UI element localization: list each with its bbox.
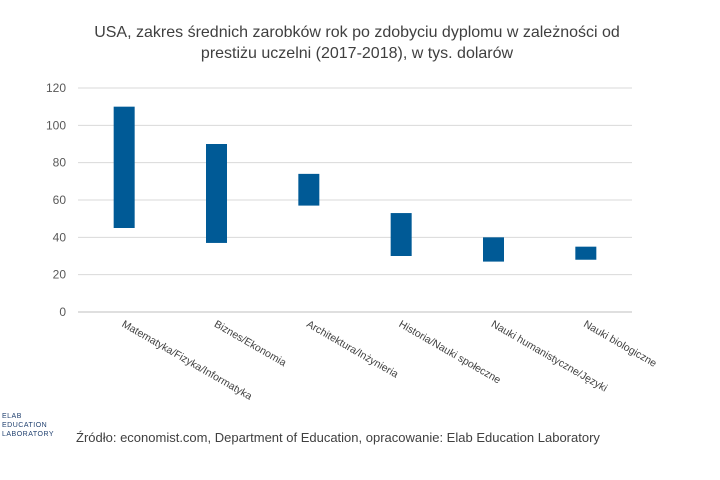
range-bar-4 xyxy=(390,213,412,256)
y-axis-ticks: 0 20 40 60 80 100 120 xyxy=(46,81,66,319)
range-bar-1 xyxy=(113,106,135,228)
chart-title-line-2: prestiżu uczelni (2017-2018), w tys. dol… xyxy=(201,45,514,62)
category-label-4: Historia/Nauki społeczne xyxy=(397,318,503,386)
category-labels: Matematyka/Fizyka/InformatykaBiznes/Ekon… xyxy=(120,318,659,403)
chart-title-line-1: USA, zakres średnich zarobków rok po zdo… xyxy=(94,24,620,41)
logo-line-2: EDUCATION xyxy=(2,422,47,429)
y-tick-label: 0 xyxy=(59,305,66,319)
y-tick-label: 100 xyxy=(46,118,66,132)
range-bar-6 xyxy=(575,246,597,260)
range-bars xyxy=(113,106,597,262)
elab-logo: ELAB EDUCATION LABORATORY xyxy=(2,413,54,438)
range-bar-5 xyxy=(483,237,504,262)
y-tick-label: 20 xyxy=(53,268,67,282)
y-tick-label: 60 xyxy=(53,193,67,207)
range-bar-2 xyxy=(206,144,227,243)
logo-line-3: LABORATORY xyxy=(2,431,54,438)
grid-lines xyxy=(78,87,632,313)
y-tick-label: 120 xyxy=(46,81,66,95)
source-note: Źródło: economist.com, Department of Edu… xyxy=(76,430,600,445)
y-tick-label: 80 xyxy=(53,156,67,170)
y-tick-label: 40 xyxy=(53,230,67,244)
range-bar-3 xyxy=(298,173,320,206)
category-label-2: Biznes/Ekonomia xyxy=(212,318,288,369)
logo-line-1: ELAB xyxy=(2,413,22,420)
category-label-6: Nauki biologiczne xyxy=(581,318,658,370)
category-label-3: Architektura/Inżynieria xyxy=(304,318,400,380)
